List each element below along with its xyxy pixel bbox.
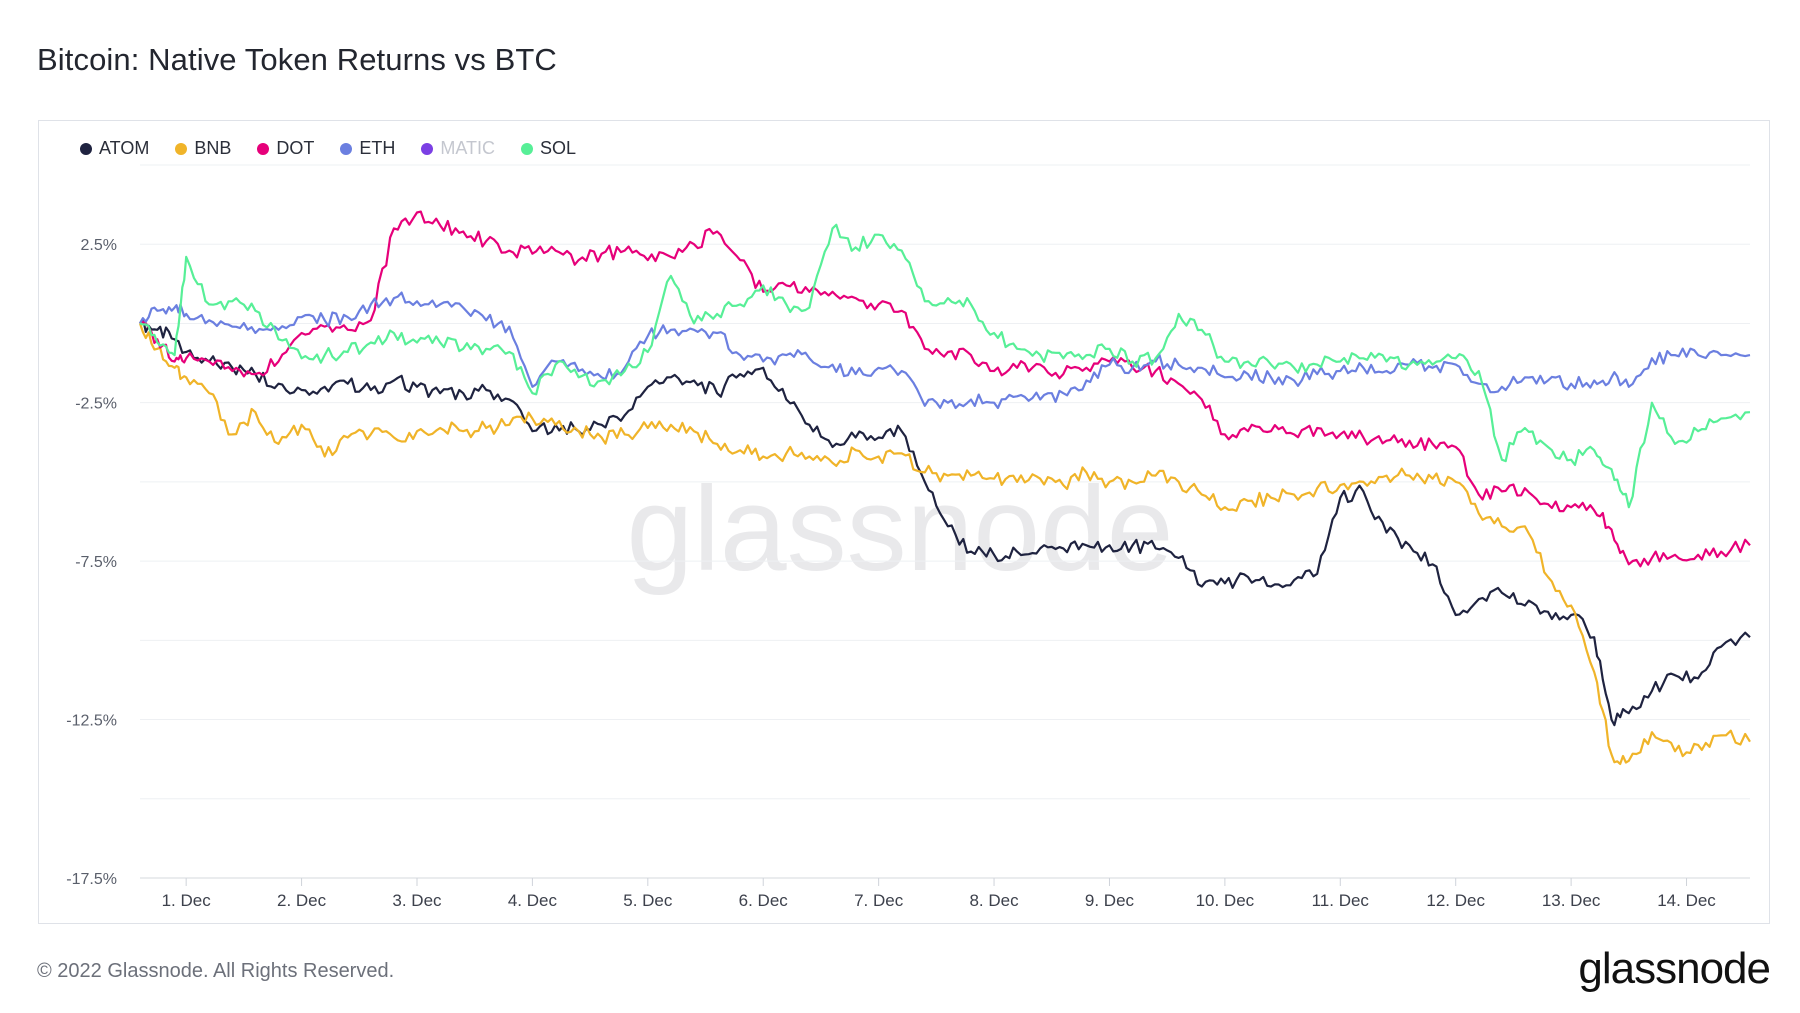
x-tick-label: 1. Dec: [162, 891, 212, 910]
chart-title: Bitcoin: Native Token Returns vs BTC: [37, 42, 557, 77]
x-tick-label: 2. Dec: [277, 891, 327, 910]
x-tick-label: 10. Dec: [1196, 891, 1255, 910]
series-line-sol[interactable]: [139, 223, 1751, 509]
series-line-atom[interactable]: [139, 317, 1751, 727]
series-line-dot[interactable]: [139, 210, 1751, 568]
x-tick-label: 8. Dec: [969, 891, 1019, 910]
x-tick-label: 11. Dec: [1312, 891, 1370, 910]
legend-label: MATIC: [440, 138, 496, 158]
series-line-eth[interactable]: [139, 291, 1751, 410]
legend-item-dot[interactable]: DOT: [257, 138, 314, 159]
legend-dot-icon: [257, 142, 270, 155]
y-tick-label: -12.5%: [66, 713, 117, 730]
legend-dot-icon: [175, 142, 188, 155]
x-tick-label: 4. Dec: [508, 891, 558, 910]
x-tick-label: 3. Dec: [392, 891, 442, 910]
legend-item-eth[interactable]: ETH: [340, 138, 395, 159]
legend-label: ETH: [359, 138, 396, 158]
legend-item-bnb[interactable]: BNB: [175, 138, 231, 159]
glassnode-logo: glassnode: [1578, 944, 1771, 993]
x-tick-label: 7. Dec: [854, 891, 904, 910]
legend-item-matic[interactable]: MATIC: [421, 138, 495, 159]
x-tick-label: 14. Dec: [1657, 891, 1716, 910]
copyright-footer: © 2022 Glassnode. All Rights Reserved.: [37, 960, 395, 982]
y-tick-label: 2.5%: [81, 237, 117, 254]
x-tick-label: 5. Dec: [623, 891, 673, 910]
chart-watermark: glassnode: [626, 462, 1173, 596]
legend-dot-icon: [80, 142, 92, 155]
legend-item-sol[interactable]: SOL: [521, 138, 576, 159]
legend-item-atom[interactable]: ATOM: [80, 138, 149, 159]
x-tick-label: 9. Dec: [1085, 891, 1135, 910]
legend-dot-icon: [340, 142, 353, 155]
legend-dot-icon: [421, 142, 434, 155]
x-tick-label: 12. Dec: [1426, 891, 1485, 910]
chart-legend: ATOM BNB DOT ETH MATIC SOL: [80, 138, 602, 159]
y-tick-label: -17.5%: [66, 871, 117, 888]
x-tick-label: 6. Dec: [739, 891, 789, 910]
y-tick-label: -2.5%: [75, 396, 117, 413]
legend-dot-icon: [521, 142, 534, 155]
series-line-bnb[interactable]: [138, 323, 1751, 766]
legend-label: DOT: [276, 138, 315, 158]
legend-label: SOL: [540, 138, 577, 158]
legend-label: ATOM: [99, 138, 150, 158]
legend-label: BNB: [194, 138, 232, 158]
x-tick-label: 13. Dec: [1542, 891, 1601, 910]
y-tick-label: -7.5%: [75, 554, 117, 571]
